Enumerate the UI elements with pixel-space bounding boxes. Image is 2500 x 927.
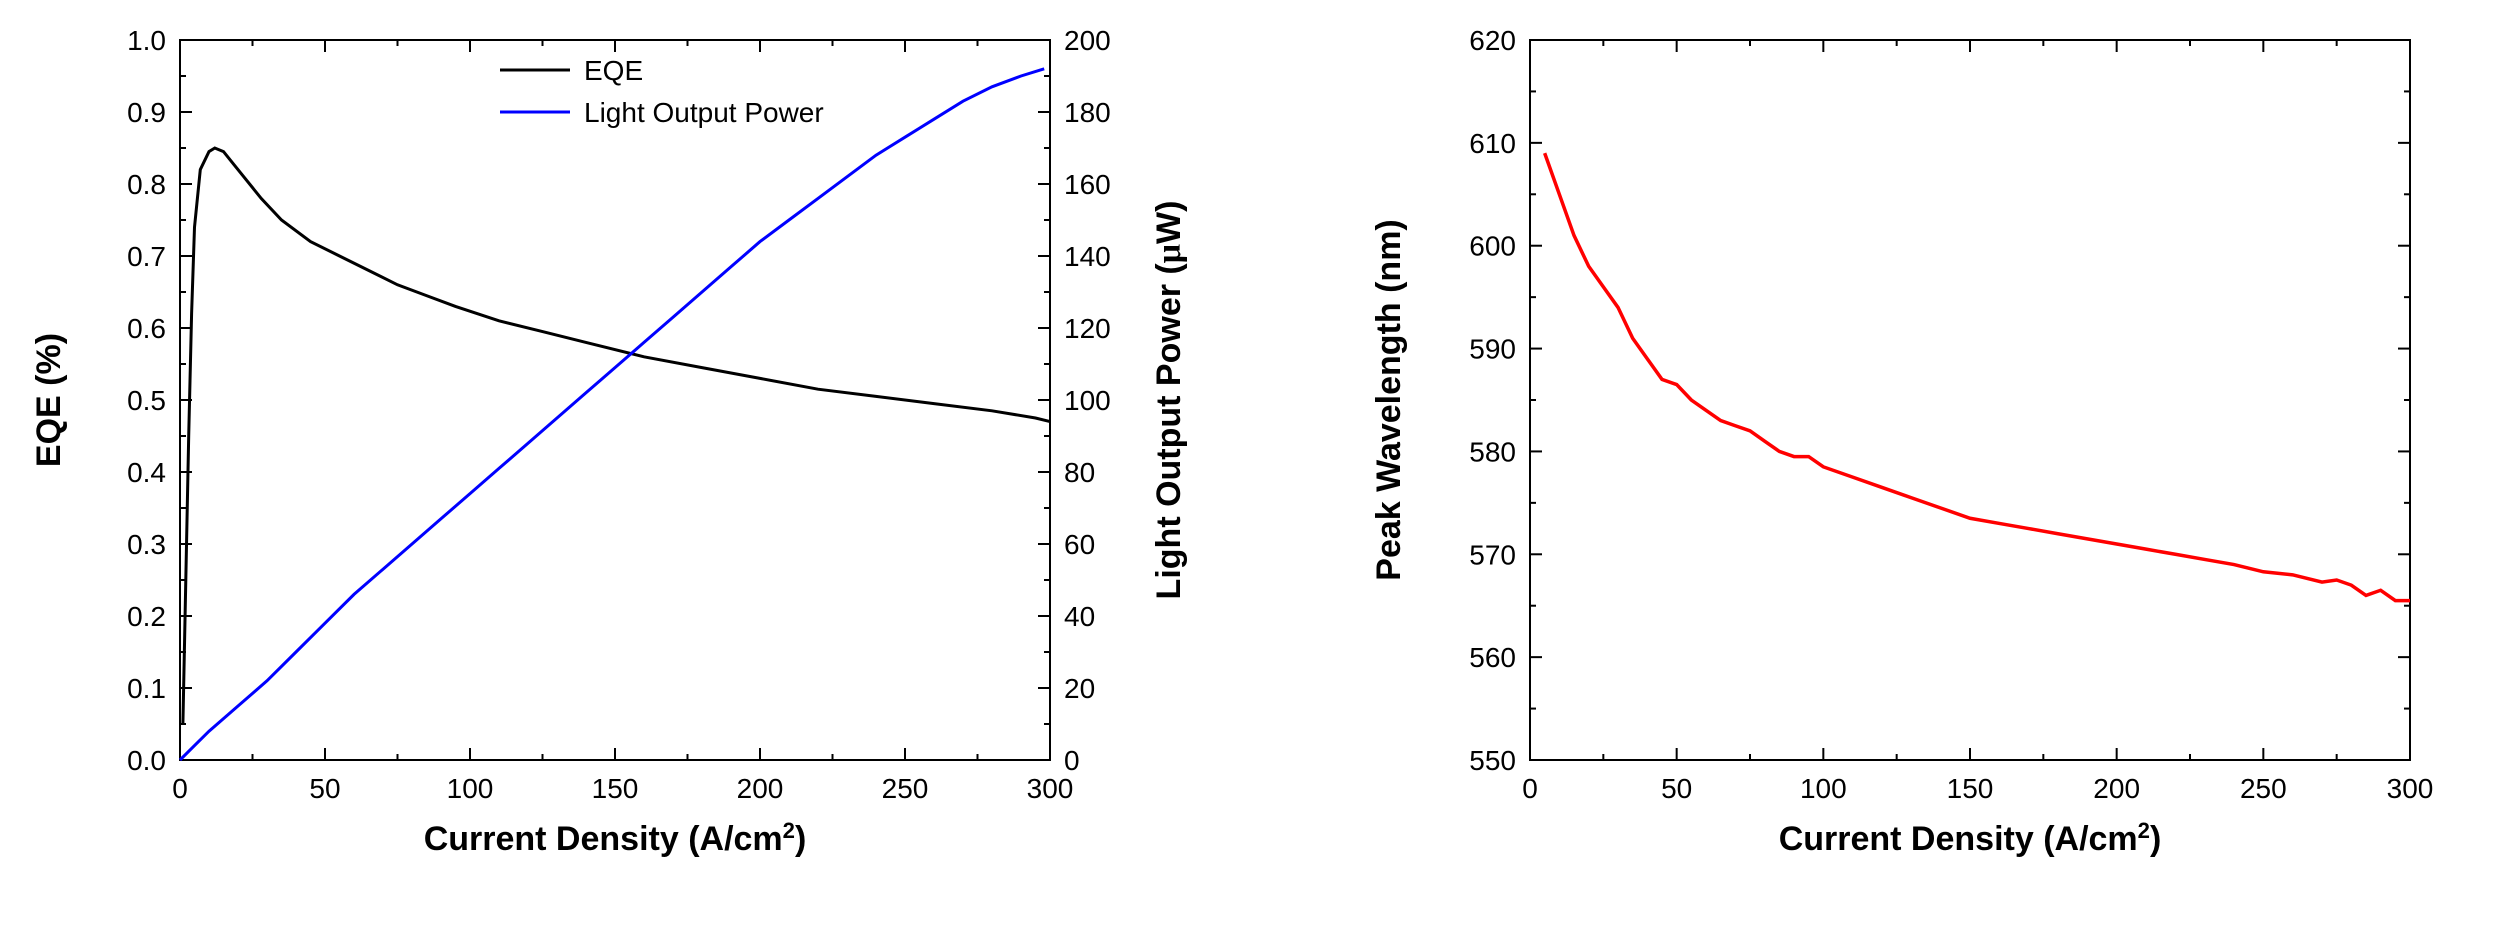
y-right-tick-label: 160 [1064, 169, 1111, 200]
y-tick-label: 590 [1469, 334, 1516, 365]
x-tick-label: 50 [309, 773, 340, 804]
y-left-tick-label: 0.7 [127, 241, 166, 272]
y-left-tick-label: 1.0 [127, 25, 166, 56]
x-tick-label: 0 [1522, 773, 1538, 804]
y-right-tick-label: 100 [1064, 385, 1111, 416]
y-right-tick-label: 120 [1064, 313, 1111, 344]
right-plot-area [1530, 40, 2410, 760]
left-y-right-ticks: 0 20 40 60 80 100 120 140 160 180 200 [1038, 25, 1111, 776]
y-right-tick-label: 200 [1064, 25, 1111, 56]
right-x-axis-title: Current Density (A/cm2) [1779, 818, 2162, 859]
y-right-tick-label: 20 [1064, 673, 1095, 704]
eqe-line [183, 148, 1050, 724]
right-chart-panel: 0 50 100 150 200 250 300 550 560 570 580 590 600 610… [1300, 0, 2500, 922]
y-left-tick-label: 0.2 [127, 601, 166, 632]
left-x-axis-title: Current Density (A/cm2) [424, 818, 807, 859]
y-left-tick-label: 0.3 [127, 529, 166, 560]
y-left-tick-label: 0.6 [127, 313, 166, 344]
y-tick-label: 570 [1469, 539, 1516, 570]
x-tick-label: 100 [1800, 773, 1847, 804]
left-chart-svg: 050100150200250300 0.00.10.20.30.40.50.6… [0, 0, 1300, 922]
y-left-tick-label: 0.8 [127, 169, 166, 200]
y-right-tick-label: 80 [1064, 457, 1095, 488]
x-tick-label: 300 [2387, 773, 2434, 804]
x-tick-label: 50 [1661, 773, 1692, 804]
left-plot-area [180, 40, 1050, 760]
y-tick-label: 610 [1469, 128, 1516, 159]
y-right-tick-label: 60 [1064, 529, 1095, 560]
right-chart-svg: 0 50 100 150 200 250 300 550 560 570 580 590 600 610… [1300, 0, 2500, 922]
y-left-tick-label: 0.4 [127, 457, 166, 488]
y-left-tick-label: 0.1 [127, 673, 166, 704]
left-chart-legend: EQE Light Output Power [500, 55, 824, 128]
x-tick-label: 150 [1947, 773, 1994, 804]
left-x-ticks: 0 50 100 150 200 250 300 [172, 40, 1073, 804]
y-left-tick-label: 0.0 [127, 745, 166, 776]
legend-label: Light Output Power [584, 97, 824, 128]
legend-label: EQE [584, 55, 643, 86]
y-tick-label: 600 [1469, 231, 1516, 262]
x-tick-label: 300 [1027, 773, 1074, 804]
x-tick-label: 250 [882, 773, 929, 804]
y-right-tick-label: 40 [1064, 601, 1095, 632]
y-tick-label: 560 [1469, 642, 1516, 673]
y-tick-label: 550 [1469, 745, 1516, 776]
y-tick-label: 580 [1469, 436, 1516, 467]
x-tick-label: 200 [737, 773, 784, 804]
right-y-ticks: 550 560 570 580 590 600 610 620 [1469, 25, 2410, 776]
x-tick-label: 250 [2240, 773, 2287, 804]
left-y-right-axis-title: Light Output Power (μW) [1150, 201, 1188, 600]
y-left-tick-label: 0.5 [127, 385, 166, 416]
x-tick-label: 150 [592, 773, 639, 804]
y-right-tick-label: 180 [1064, 97, 1111, 128]
y-left-tick-label: 0.9 [127, 97, 166, 128]
left-chart-panel: 050100150200250300 0.00.10.20.30.40.50.6… [0, 0, 1300, 922]
left-y-left-axis-title: EQE (%) [30, 333, 68, 467]
right-x-ticks: 0 50 100 150 200 250 300 [1522, 40, 2433, 804]
right-y-axis-title: Peak Wavelength (nm) [1370, 219, 1408, 580]
left-y-left-ticks: 0.0 0.1 0.2 0.3 0.4 0.5 0.6 0.7 0.8 0.9 1.0 [127, 25, 192, 776]
x-tick-label: 200 [2093, 773, 2140, 804]
power-line [180, 69, 1044, 760]
y-right-tick-label: 140 [1064, 241, 1111, 272]
y-tick-label: 620 [1469, 25, 1516, 56]
y-right-tick-label: 0 [1064, 745, 1080, 776]
peak-wavelength-line [1545, 153, 2410, 600]
x-tick-label: 100 [447, 773, 494, 804]
x-tick-label: 0 [172, 773, 188, 804]
